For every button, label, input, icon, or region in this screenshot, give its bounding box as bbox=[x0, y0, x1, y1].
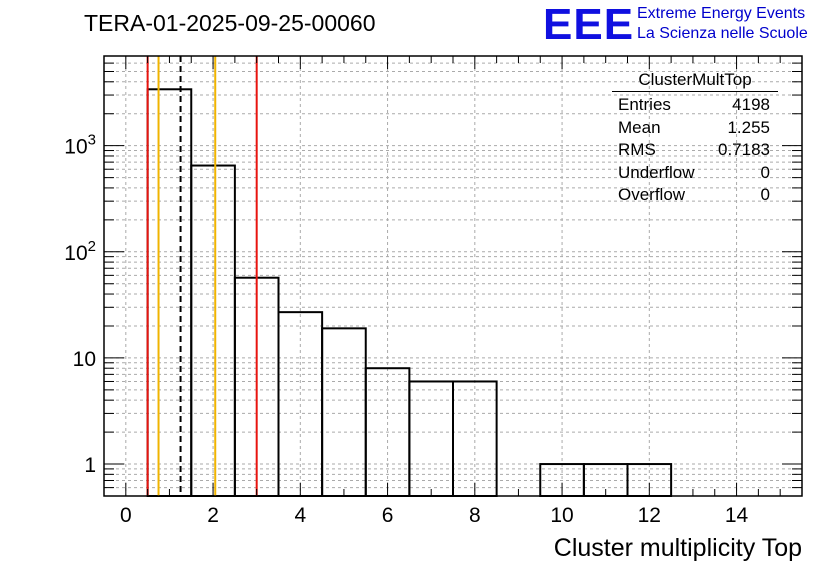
stat-value: 0 bbox=[760, 185, 770, 205]
stats-title: ClusterMultTop bbox=[612, 70, 778, 92]
logo-line-2: La Scienza nelle Scuole bbox=[637, 25, 808, 42]
stats-box: ClusterMultTop Entries 4198 Mean 1.255 R… bbox=[612, 70, 778, 207]
stat-label: Mean bbox=[618, 117, 661, 137]
logo-line-1: Extreme Energy Events bbox=[637, 5, 806, 22]
y-tick-label: 103 bbox=[64, 132, 96, 159]
x-tick-label: 6 bbox=[382, 504, 394, 527]
y-tick-label: 102 bbox=[64, 238, 96, 265]
run-title: TERA-01-2025-09-25-00060 bbox=[84, 10, 376, 36]
stat-value: 0.7183 bbox=[718, 140, 770, 160]
logo-mark: EEE bbox=[543, 0, 635, 49]
stat-value: 1.255 bbox=[727, 117, 770, 137]
x-tick-label: 14 bbox=[725, 504, 749, 527]
stat-label: Entries bbox=[618, 95, 671, 114]
x-axis-title: Cluster multiplicity Top bbox=[553, 534, 802, 562]
stat-row-mean: Mean 1.255 bbox=[612, 117, 778, 140]
x-tick-label: 2 bbox=[207, 504, 219, 527]
histogram-bin bbox=[408, 380, 454, 498]
histogram-bin bbox=[321, 327, 367, 497]
marker-lines bbox=[146, 56, 258, 496]
stat-row-entries: Entries 4198 bbox=[612, 94, 778, 117]
stat-label: Underflow bbox=[618, 162, 695, 182]
x-tick-label: 0 bbox=[120, 504, 132, 527]
y-tick-label: 10 bbox=[73, 348, 96, 371]
stat-label: Overflow bbox=[618, 185, 686, 205]
x-tick-label: 12 bbox=[638, 504, 661, 527]
x-tick-label: 4 bbox=[294, 504, 306, 527]
y-tick-label: 1 bbox=[84, 454, 96, 477]
stat-value: 4198 bbox=[732, 95, 770, 114]
stat-value: 0 bbox=[760, 162, 770, 182]
tick-labels: 0 2 4 6 8 10 12 14 1 10 102 103 bbox=[64, 132, 748, 527]
eee-logo: EEE Extreme Energy Events La Scienza nel… bbox=[543, 0, 833, 49]
x-tick-label: 10 bbox=[550, 504, 573, 527]
stat-row-underflow: Underflow 0 bbox=[612, 162, 778, 185]
stat-label: RMS bbox=[618, 140, 656, 160]
stat-row-overflow: Overflow 0 bbox=[612, 184, 778, 207]
stat-row-rms: RMS 0.7183 bbox=[612, 139, 778, 162]
x-tick-label: 8 bbox=[469, 504, 481, 527]
axis-ticks bbox=[103, 55, 803, 497]
